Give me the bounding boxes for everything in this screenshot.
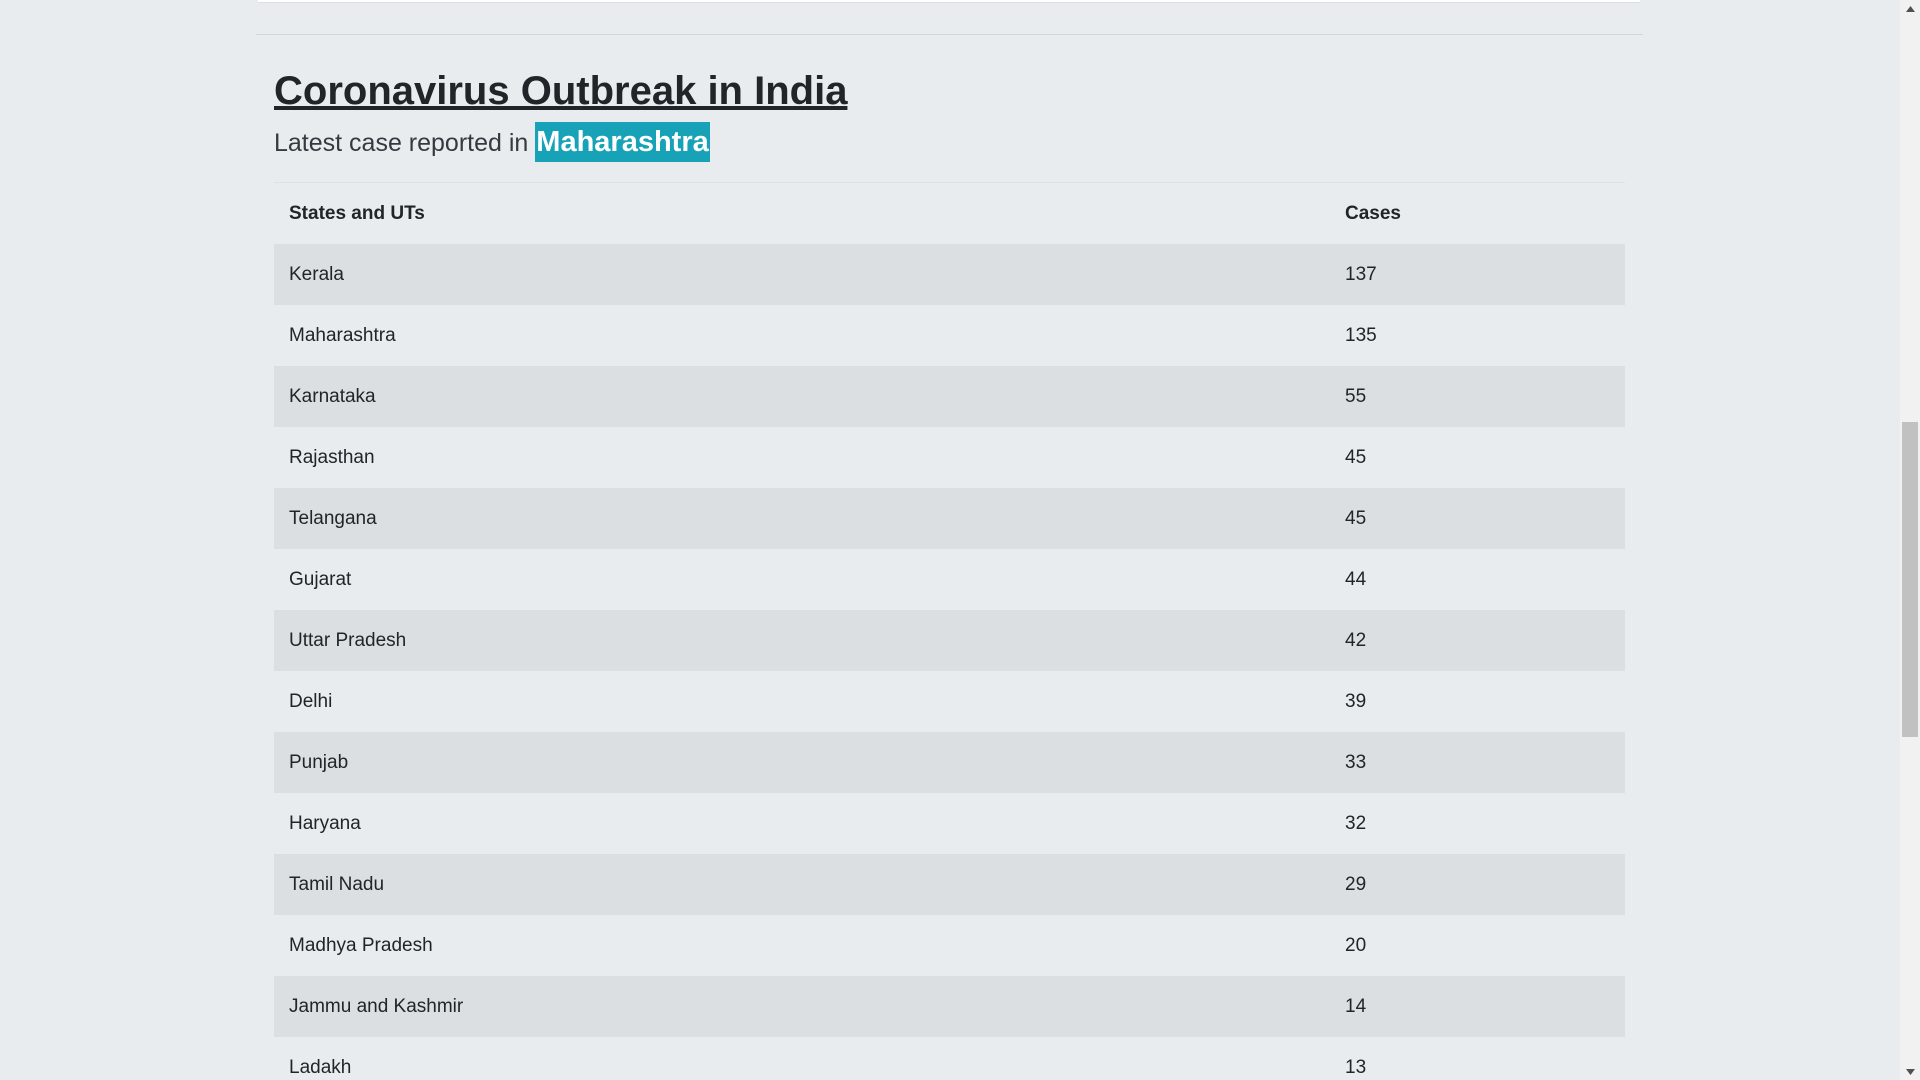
triangle-down-icon xyxy=(1905,1068,1915,1075)
state-cell: Delhi xyxy=(274,671,1330,732)
table-row: Telangana 45 xyxy=(274,488,1625,549)
cases-cell: 29 xyxy=(1330,854,1625,915)
cases-cell: 42 xyxy=(1330,610,1625,671)
state-cell: Madhya Pradesh xyxy=(274,915,1330,976)
table-row: Karnataka 55 xyxy=(274,366,1625,427)
section-divider xyxy=(256,34,1643,35)
latest-case-subtitle: Latest case reported in Maharashtra xyxy=(274,122,1625,164)
state-cell: Telangana xyxy=(274,488,1330,549)
table-row: Rajasthan 45 xyxy=(274,427,1625,488)
state-cell: Jammu and Kashmir xyxy=(274,976,1330,1037)
table-row: Madhya Pradesh 20 xyxy=(274,915,1625,976)
cases-cell: 44 xyxy=(1330,549,1625,610)
state-cell: Kerala xyxy=(274,244,1330,305)
state-cell: Haryana xyxy=(274,793,1330,854)
table-row: Ladakh 13 xyxy=(274,1037,1625,1080)
table-body: Kerala 137 Maharashtra 135 Karnataka 55 Raj… xyxy=(274,244,1625,1080)
cases-cell: 14 xyxy=(1330,976,1625,1037)
cases-cell: 20 xyxy=(1330,915,1625,976)
table-row: Kerala 137 xyxy=(274,244,1625,305)
cases-cell: 39 xyxy=(1330,671,1625,732)
state-cell: Ladakh xyxy=(274,1037,1330,1080)
outbreak-section: Coronavirus Outbreak in India Latest cas… xyxy=(274,60,1625,1080)
cases-cell: 32 xyxy=(1330,793,1625,854)
state-cell: Gujarat xyxy=(274,549,1330,610)
cases-table: States and UTs Cases Kerala 137 Maharasht… xyxy=(274,183,1625,1080)
table-row: Delhi 39 xyxy=(274,671,1625,732)
state-cell: Karnataka xyxy=(274,366,1330,427)
cases-cell: 13 xyxy=(1330,1037,1625,1080)
table-row: Jammu and Kashmir 14 xyxy=(274,976,1625,1037)
subtitle-prefix: Latest case reported in xyxy=(274,129,529,157)
cases-cell: 135 xyxy=(1330,305,1625,366)
scroll-down-button[interactable] xyxy=(1900,1063,1920,1080)
triangle-up-icon xyxy=(1905,5,1915,12)
cases-cell: 45 xyxy=(1330,488,1625,549)
table-row: Tamil Nadu 29 xyxy=(274,854,1625,915)
scrollbar-thumb[interactable] xyxy=(1902,422,1918,737)
table-header-row: States and UTs Cases xyxy=(274,183,1625,244)
vertical-scrollbar[interactable] xyxy=(1900,0,1920,1080)
table-header: States and UTs Cases xyxy=(274,183,1625,244)
column-header-state: States and UTs xyxy=(289,202,425,224)
scroll-up-button[interactable] xyxy=(1900,0,1920,17)
latest-state-badge: Maharashtra xyxy=(535,122,710,162)
state-cell: Maharashtra xyxy=(274,305,1330,366)
page-title[interactable]: Coronavirus Outbreak in India xyxy=(274,69,848,113)
table-row: Maharashtra 135 xyxy=(274,305,1625,366)
subtitle-divider xyxy=(274,182,1625,183)
table-row: Gujarat 44 xyxy=(274,549,1625,610)
column-header-cases: Cases xyxy=(1345,202,1401,224)
state-cell: Tamil Nadu xyxy=(274,854,1330,915)
cases-cell: 137 xyxy=(1330,244,1625,305)
table-row: Uttar Pradesh 42 xyxy=(274,610,1625,671)
state-cell: Punjab xyxy=(274,732,1330,793)
state-cell: Rajasthan xyxy=(274,427,1330,488)
table-row: Haryana 32 xyxy=(274,793,1625,854)
cases-cell: 33 xyxy=(1330,732,1625,793)
state-cell: Uttar Pradesh xyxy=(274,610,1330,671)
previous-section-card xyxy=(258,0,1640,3)
cases-cell: 45 xyxy=(1330,427,1625,488)
table-row: Punjab 33 xyxy=(274,732,1625,793)
cases-cell: 55 xyxy=(1330,366,1625,427)
